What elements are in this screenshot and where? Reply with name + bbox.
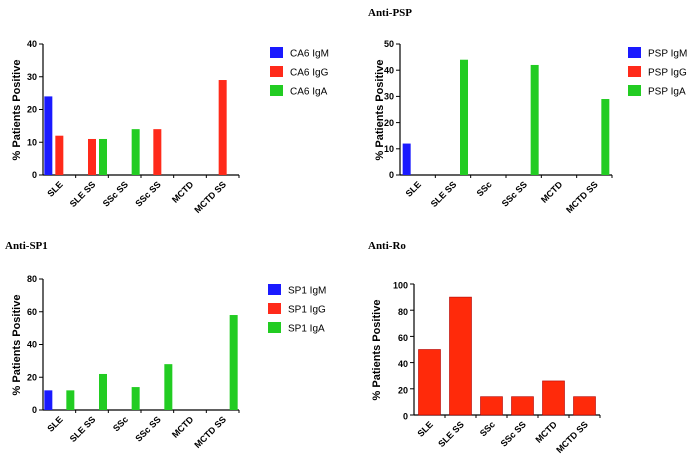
bar-ca6-iga-2 bbox=[131, 129, 140, 175]
legend-swatch bbox=[628, 85, 641, 96]
x-category-label: MCTD bbox=[539, 179, 565, 205]
y-tick-label: 40 bbox=[384, 65, 394, 75]
y-tick-label: 60 bbox=[27, 307, 37, 317]
bar-psp-igm-0 bbox=[402, 143, 411, 175]
bar-sp1-iga-2 bbox=[131, 387, 140, 410]
bar-sp1-iga-1 bbox=[99, 373, 107, 410]
y-tick-label: 40 bbox=[398, 359, 408, 369]
x-category-label: MCTD SS bbox=[192, 414, 228, 450]
bar-psp-iga-3 bbox=[530, 64, 539, 175]
bar-ca6-igg-3 bbox=[153, 129, 162, 175]
bar-sle-ss bbox=[449, 296, 472, 416]
y-axis-label: % Patients Positive bbox=[374, 60, 386, 161]
chart-title: Anti-Ro bbox=[368, 240, 406, 252]
x-category-label: SLE bbox=[415, 419, 434, 438]
y-tick-label: 100 bbox=[393, 281, 408, 291]
bar-ssc-ss bbox=[511, 396, 534, 416]
bar-ca6-igg-1 bbox=[88, 138, 96, 175]
x-category-label: SLE bbox=[45, 414, 64, 433]
y-tick-label: 30 bbox=[384, 92, 394, 102]
legend-label: PSP IgM bbox=[648, 49, 687, 60]
legend-label: CA6 IgA bbox=[290, 87, 328, 98]
y-tick-label: 0 bbox=[32, 170, 37, 180]
bar-psp-iga-5 bbox=[601, 99, 610, 175]
x-category-label: MCTD SS bbox=[192, 179, 228, 215]
bar-ca6-igm-0 bbox=[44, 96, 53, 175]
x-category-label: MCTD bbox=[533, 419, 559, 445]
x-category-label: SLE SS bbox=[429, 179, 459, 209]
y-tick-label: 30 bbox=[27, 72, 37, 82]
legend-swatch bbox=[270, 85, 283, 96]
legend-label: SP1 IgA bbox=[288, 324, 325, 335]
legend-label: CA6 IgM bbox=[290, 49, 329, 60]
y-tick-label: 0 bbox=[389, 170, 394, 180]
x-category-label: SSc SS bbox=[499, 419, 528, 448]
x-category-label: SSc SS bbox=[133, 179, 162, 208]
y-tick-label: 80 bbox=[27, 274, 37, 284]
y-tick-label: 20 bbox=[398, 385, 408, 395]
bar-sp1-iga-3 bbox=[164, 364, 173, 410]
legend-label: CA6 IgG bbox=[290, 68, 329, 79]
y-axis-label: % Patients Positive bbox=[371, 300, 383, 401]
y-tick-label: 0 bbox=[32, 405, 37, 415]
y-tick-label: 60 bbox=[398, 333, 408, 343]
legend-label: PSP IgA bbox=[648, 87, 686, 98]
bar-psp-iga-1 bbox=[460, 59, 468, 175]
y-tick-label: 20 bbox=[27, 372, 37, 382]
x-category-label: SLE bbox=[404, 179, 423, 198]
y-tick-label: 10 bbox=[27, 137, 37, 147]
y-tick-label: 50 bbox=[384, 39, 394, 49]
legend-swatch bbox=[268, 303, 281, 314]
legend-swatch bbox=[628, 47, 641, 58]
x-category-label: MCTD SS bbox=[554, 419, 590, 455]
bar-ssc bbox=[480, 396, 503, 416]
bar-sle bbox=[418, 349, 441, 416]
y-axis-label: % Patients Positive bbox=[11, 60, 23, 161]
y-tick-label: 10 bbox=[384, 144, 394, 154]
chart-panel-ro: Anti-Ro % Patients Positive 0 20 40 60 80 100 SL… bbox=[368, 240, 601, 455]
x-category-label: SLE SS bbox=[436, 419, 466, 449]
bar-ca6-igg-5 bbox=[218, 80, 227, 175]
y-tick-label: 40 bbox=[27, 39, 37, 49]
chart-title: Anti-PSP bbox=[368, 7, 412, 19]
legend-swatch bbox=[270, 47, 283, 58]
x-category-label: MCTD SS bbox=[564, 179, 600, 215]
x-category-label: MCTD bbox=[170, 414, 196, 440]
legend-label: SP1 IgM bbox=[288, 286, 326, 297]
legend-swatch bbox=[628, 66, 641, 77]
bar-mctd-ss bbox=[573, 396, 596, 416]
bar-sp1-iga-5 bbox=[229, 315, 238, 410]
legend-label: PSP IgG bbox=[648, 68, 687, 79]
y-tick-label: 20 bbox=[384, 118, 394, 128]
bar-sp1-igm-0 bbox=[44, 390, 53, 410]
legend-swatch bbox=[268, 284, 281, 295]
legend-swatch bbox=[268, 322, 281, 333]
x-category-label: SSc bbox=[478, 419, 497, 438]
x-category-label: SSc bbox=[475, 179, 494, 198]
x-category-label: SLE SS bbox=[68, 179, 98, 209]
bar-ca6-iga-1 bbox=[99, 138, 107, 175]
x-category-label: MCTD bbox=[170, 179, 196, 205]
y-axis-label: % Patients Positive bbox=[11, 295, 23, 396]
y-tick-label: 0 bbox=[403, 412, 408, 422]
legend-swatch bbox=[270, 66, 283, 77]
legend-label: SP1 IgG bbox=[288, 305, 326, 316]
x-category-label: SLE SS bbox=[68, 414, 98, 444]
x-category-label: SSc SS bbox=[101, 179, 130, 208]
x-category-label: SLE bbox=[45, 179, 64, 198]
bar-ca6-igg-0 bbox=[55, 135, 64, 175]
chart-title: Anti-SP1 bbox=[5, 240, 48, 252]
x-category-label: SSc bbox=[111, 414, 130, 433]
bar-mctd bbox=[542, 380, 565, 416]
bar-sp1-iga-0 bbox=[66, 390, 75, 410]
y-tick-label: 20 bbox=[27, 105, 37, 115]
y-tick-label: 80 bbox=[398, 307, 408, 317]
x-category-label: SSc SS bbox=[500, 179, 529, 208]
x-category-label: SSc SS bbox=[133, 414, 162, 443]
y-tick-label: 40 bbox=[27, 340, 37, 350]
